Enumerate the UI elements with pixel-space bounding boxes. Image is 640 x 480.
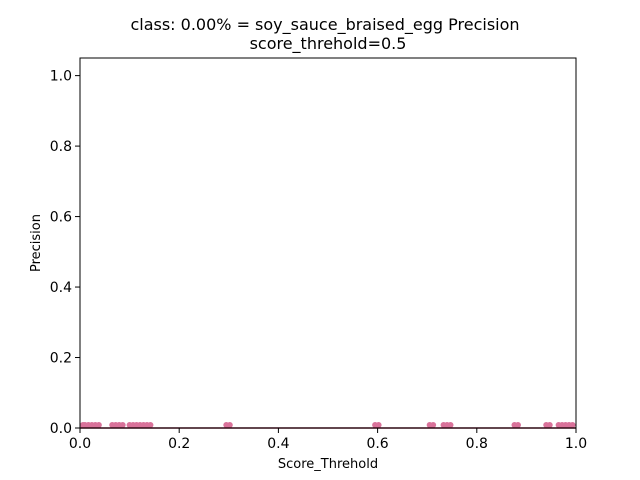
y-tick-label: 0.8	[50, 139, 72, 155]
data-point	[147, 422, 154, 428]
x-tick-label: 0.8	[466, 436, 488, 452]
y-axis-label: Precision	[29, 214, 44, 272]
x-axis-label: Score_Threhold	[278, 457, 378, 472]
data-point	[119, 422, 126, 428]
y-tick-label: 0.0	[50, 421, 72, 437]
x-axis: 0.0 0.2 0.4 0.6 0.8 1.0	[69, 428, 587, 452]
y-tick-label: 0.4	[50, 280, 72, 296]
data-point	[430, 422, 437, 428]
y-axis: 0.0 0.2 0.4 0.6 0.8 1.0	[50, 69, 80, 437]
chart-title: class: 0.00% = soy_sauce_braised_egg Pre…	[130, 15, 519, 35]
data-point	[569, 422, 576, 428]
x-tick-label: 0.4	[267, 436, 289, 452]
x-tick-label: 1.0	[565, 436, 587, 452]
y-tick-label: 1.0	[50, 69, 72, 85]
x-tick-label: 0.0	[69, 436, 91, 452]
x-tick-label: 0.2	[168, 436, 190, 452]
data-point	[226, 422, 233, 428]
y-tick-label: 0.6	[50, 210, 72, 226]
data-point	[546, 422, 553, 428]
axes-frame	[79, 57, 577, 429]
data-point	[514, 422, 521, 428]
data-point	[447, 422, 454, 428]
data-point	[95, 422, 102, 428]
y-tick-label: 0.2	[50, 351, 72, 367]
x-tick-label: 0.6	[366, 436, 388, 452]
data-point	[375, 422, 382, 428]
chart-subtitle: score_threhold=0.5	[250, 34, 407, 54]
